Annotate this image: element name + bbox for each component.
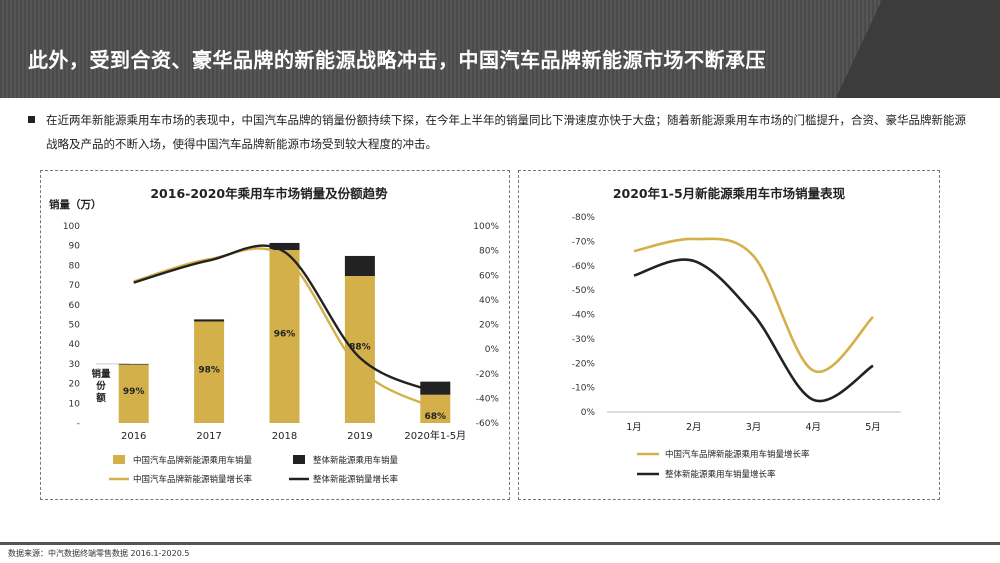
y-tick-label: -20% <box>572 359 596 369</box>
share-label: 98% <box>198 365 220 375</box>
bar-domestic <box>118 364 149 423</box>
y-tick-label: -70% <box>572 237 596 247</box>
x-tick-label: 3月 <box>746 422 762 433</box>
bar-domestic <box>420 394 451 423</box>
y2-tick-label: -60% <box>476 419 500 429</box>
legend-label: 中国汽车品牌新能源乘用车销量增长率 <box>665 449 810 460</box>
share-caption: 份 <box>96 380 106 392</box>
y-tick-label: 0% <box>581 408 596 418</box>
y-tick-label: 80 <box>69 261 81 271</box>
y2-tick-label: -20% <box>476 370 500 380</box>
y-tick-label: -30% <box>572 335 596 345</box>
chart-panel-sales-share: 2016-2020年乘用车市场销量及份额趋势销量（万） - 10 20 30 40 50 60… <box>40 170 510 500</box>
bar-total-segment <box>118 363 149 365</box>
y2-tick-label: 80% <box>479 247 499 257</box>
y-tick-label: -60% <box>572 262 596 272</box>
share-label: 99% <box>123 387 145 397</box>
growth-line <box>133 244 436 394</box>
legend-swatch <box>293 455 305 464</box>
y-tick-label: 10 <box>69 399 81 409</box>
y-tick-label: 40 <box>69 340 81 350</box>
share-label: 68% <box>425 412 447 422</box>
x-tick-label: 1月 <box>626 422 642 433</box>
y-tick-label: 20 <box>69 380 81 390</box>
growth-line <box>133 247 436 410</box>
y-tick-label: 100 <box>63 222 80 232</box>
y2-tick-label: 20% <box>479 321 499 331</box>
chart-panel-growth: 2020年1-5月新能源乘用车市场销量表现 -80% -70% -60% -50% -40… <box>518 170 940 500</box>
bar-domestic <box>194 321 225 423</box>
x-tick-label: 2016 <box>121 431 146 442</box>
y-tick-label: 30 <box>69 360 81 370</box>
x-tick-label: 2017 <box>196 431 221 442</box>
growth-line <box>633 237 874 374</box>
y-tick-label: -10% <box>572 384 596 394</box>
growth-line <box>633 258 874 403</box>
legend-label: 整体新能源销量增长率 <box>313 474 399 485</box>
y-tick-label: -50% <box>572 286 596 296</box>
bar-domestic <box>269 250 300 423</box>
legend-label: 中国汽车品牌新能源销量增长率 <box>133 474 253 485</box>
x-tick-label: 2018 <box>272 431 297 442</box>
y2-tick-label: 100% <box>473 222 499 232</box>
y-tick-label: 90 <box>69 242 81 252</box>
x-tick-label: 2019 <box>347 431 372 442</box>
data-source: 数据来源：中汽数据终端零售数据 2016.1-2020.5 <box>8 549 190 558</box>
y2-tick-label: -40% <box>476 394 500 404</box>
summary-paragraph: 在近两年新能源乘用车市场的表现中，中国汽车品牌的销量份额持续下探，在今年上半年的… <box>28 108 968 156</box>
y-tick-label: -40% <box>572 311 596 321</box>
share-label: 96% <box>274 330 296 340</box>
share-label: 88% <box>349 343 371 353</box>
bar-total-segment <box>344 255 375 277</box>
y-tick-label: -80% <box>572 213 596 223</box>
x-tick-label: 2月 <box>686 422 702 433</box>
legend-label: 中国汽车品牌新能源乘用车销量 <box>133 455 253 466</box>
chart-title: 2020年1-5月新能源乘用车市场销量表现 <box>613 186 846 201</box>
chart-growth-svg: 2020年1-5月新能源乘用车市场销量表现 -80% -70% -60% -50% -40… <box>572 186 901 480</box>
x-tick-label: 4月 <box>805 422 821 433</box>
legend-swatch <box>113 455 125 464</box>
y-tick-label: 60 <box>69 301 81 311</box>
bullet-square-icon <box>28 116 35 123</box>
bar-domestic <box>344 276 375 423</box>
y-tick-label: 50 <box>69 321 81 331</box>
bar-total-segment <box>194 319 225 322</box>
legend-label: 整体新能源乘用车销量增长率 <box>665 469 776 480</box>
y2-tick-label: 40% <box>479 296 499 306</box>
y2-tick-label: 60% <box>479 271 499 281</box>
y-tick-label: - <box>77 419 80 429</box>
chart-title: 2016-2020年乘用车市场销量及份额趋势 <box>150 186 388 201</box>
share-caption: 销量 <box>91 368 111 380</box>
footer-divider <box>0 542 1000 545</box>
x-tick-label: 2020年1-5月 <box>404 429 466 442</box>
y-tick-label: 70 <box>69 281 81 291</box>
x-tick-label: 5月 <box>865 422 881 433</box>
header-logo-block <box>836 0 1000 98</box>
header-banner: 此外，受到合资、豪华品牌的新能源战略冲击，中国汽车品牌新能源市场不断承压 <box>0 0 1000 98</box>
bar-total-segment <box>269 242 300 251</box>
share-caption: 额 <box>96 392 106 404</box>
y-axis-label: 销量（万） <box>49 198 102 211</box>
page-title: 此外，受到合资、豪华品牌的新能源战略冲击，中国汽车品牌新能源市场不断承压 <box>28 48 766 72</box>
y2-tick-label: 0% <box>485 345 500 355</box>
bar-total-segment <box>420 381 451 395</box>
summary-text: 在近两年新能源乘用车市场的表现中，中国汽车品牌的销量份额持续下探，在今年上半年的… <box>46 113 966 151</box>
legend-label: 整体新能源乘用车销量 <box>313 455 399 466</box>
